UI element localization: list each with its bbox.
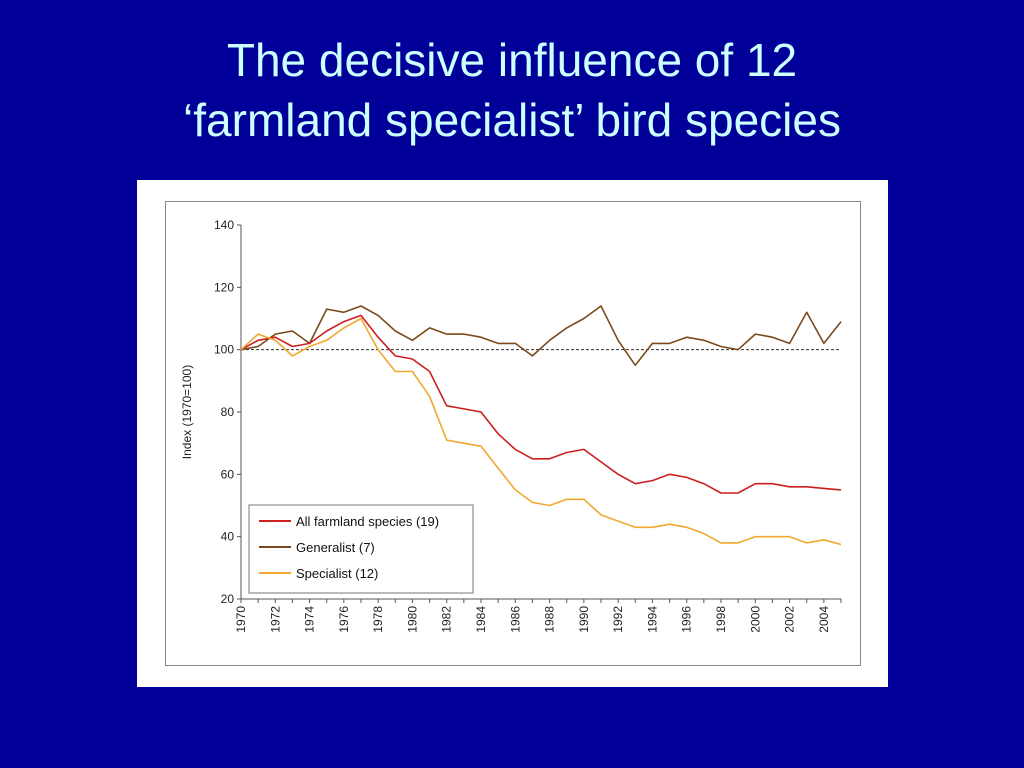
x-tick-label: 1986 (508, 606, 522, 633)
y-tick-label: 100 (214, 343, 234, 357)
slide-title-line-2: ‘farmland specialist’ bird species (183, 94, 841, 146)
y-axis-label: Index (1970=100) (180, 365, 194, 459)
slide-title-line-1: The decisive influence of 12 (226, 34, 798, 86)
x-tick-label: 1978 (371, 606, 385, 633)
x-tick-label: 1972 (268, 606, 282, 633)
legend-label-2: Specialist (12) (296, 566, 378, 581)
y-tick-label: 120 (214, 280, 234, 294)
y-tick-label: 60 (221, 467, 235, 481)
x-tick-label: 2000 (748, 606, 762, 633)
x-tick-label: 1990 (577, 606, 591, 633)
x-tick-label: 1982 (440, 606, 454, 633)
y-tick-label: 140 (214, 218, 234, 232)
chart-frame (165, 201, 861, 666)
y-tick-label: 20 (221, 592, 235, 606)
legend-label-0: All farmland species (19) (296, 514, 439, 529)
line-chart: 20 40 60 80 100 120 140 1970 1972 1974 1976 1978 198… (165, 201, 861, 666)
x-tick-label: 1974 (303, 606, 317, 633)
y-tick-label: 40 (221, 530, 235, 544)
y-tick-label: 80 (221, 405, 235, 419)
legend-box (248, 504, 474, 594)
legend-label-1: Generalist (7) (296, 540, 375, 555)
x-tick-label: 1994 (645, 606, 659, 633)
x-tick-label: 1980 (405, 606, 419, 633)
x-tick-label: 1996 (680, 606, 694, 633)
x-tick-label: 1992 (611, 606, 625, 633)
x-tick-label: 2004 (817, 606, 831, 633)
x-tick-label: 1988 (543, 606, 557, 633)
x-tick-label: 2002 (783, 606, 797, 633)
x-tick-label: 1970 (234, 606, 248, 633)
x-tick-label: 1976 (337, 606, 351, 633)
series-line-0 (240, 314, 842, 494)
x-tick-label: 1998 (714, 606, 728, 633)
chart-panel: 20 40 60 80 100 120 140 1970 1972 1974 1976 1978 198… (137, 180, 888, 687)
slide-title: The decisive influence of 12 ‘farmland s… (0, 30, 1024, 150)
series-line-2 (240, 317, 842, 546)
series-line-1 (240, 305, 842, 367)
x-tick-label: 1984 (474, 606, 488, 633)
